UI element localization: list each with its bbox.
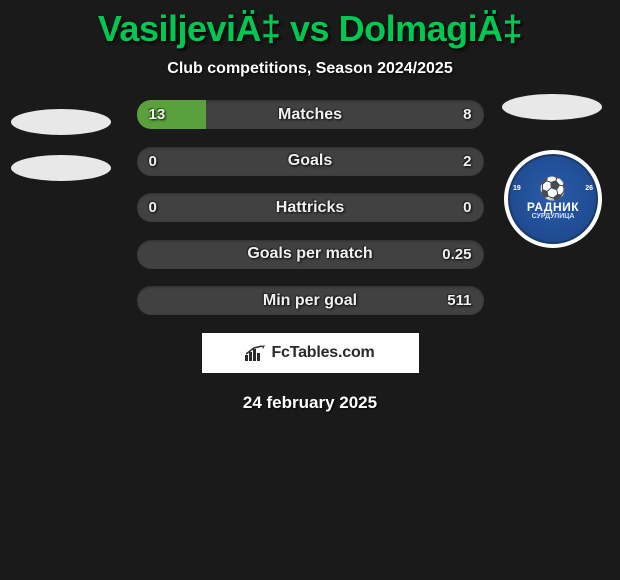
stat-row: 13 Matches 8 bbox=[137, 100, 484, 129]
crest-year-right: 26 bbox=[585, 185, 593, 192]
stat-row: Goals per match 0.25 bbox=[137, 240, 484, 269]
stat-value-right: 0.25 bbox=[442, 246, 471, 263]
placeholder-ellipse bbox=[11, 109, 111, 135]
stat-row: 0 Goals 2 bbox=[137, 147, 484, 176]
crest-year-left: 19 bbox=[513, 185, 521, 192]
stat-value-left: 0 bbox=[149, 199, 157, 216]
player-badge-right: 19 26 ⚽ РАДНИК СУРДУЛИЦА bbox=[504, 150, 602, 248]
crest-inner: 19 26 ⚽ РАДНИК СУРДУЛИЦА bbox=[508, 154, 598, 244]
stat-value-right: 0 bbox=[463, 199, 471, 216]
stat-label: Goals per match bbox=[247, 245, 372, 263]
stat-row: Min per goal 511 bbox=[137, 286, 484, 315]
stat-label: Matches bbox=[278, 106, 342, 124]
stat-label: Min per goal bbox=[263, 292, 357, 310]
page-title: VasiljeviÄ‡ vs DolmagiÄ‡ bbox=[0, 0, 620, 50]
comparison-date: 24 february 2025 bbox=[0, 393, 620, 413]
stat-value-right: 2 bbox=[463, 153, 471, 170]
crest-outer: 19 26 ⚽ РАДНИК СУРДУЛИЦА bbox=[504, 150, 602, 248]
stat-fill-left bbox=[137, 100, 206, 129]
stat-label: Goals bbox=[288, 152, 332, 170]
stat-value-right: 8 bbox=[463, 106, 471, 123]
crest-text-bottom: СУРДУЛИЦА bbox=[532, 213, 575, 220]
stat-value-left: 13 bbox=[149, 106, 166, 123]
stat-label: Hattricks bbox=[276, 199, 344, 217]
brand-badge[interactable]: FcTables.com bbox=[202, 333, 419, 373]
chart-icon bbox=[245, 345, 265, 361]
placeholder-ellipse bbox=[11, 155, 111, 181]
brand-text: FcTables.com bbox=[271, 344, 374, 362]
player-badge-left bbox=[8, 92, 113, 197]
stat-value-left: 0 bbox=[149, 153, 157, 170]
placeholder-ellipse bbox=[502, 94, 602, 120]
stat-row: 0 Hattricks 0 bbox=[137, 193, 484, 222]
crest-text-top: РАДНИК bbox=[527, 200, 579, 214]
page-subtitle: Club competitions, Season 2024/2025 bbox=[0, 60, 620, 78]
soccer-ball-icon: ⚽ bbox=[539, 178, 566, 200]
stat-value-right: 511 bbox=[447, 292, 471, 309]
stats-area: 19 26 ⚽ РАДНИК СУРДУЛИЦА 13 Matches 8 0 Goal… bbox=[0, 100, 620, 315]
